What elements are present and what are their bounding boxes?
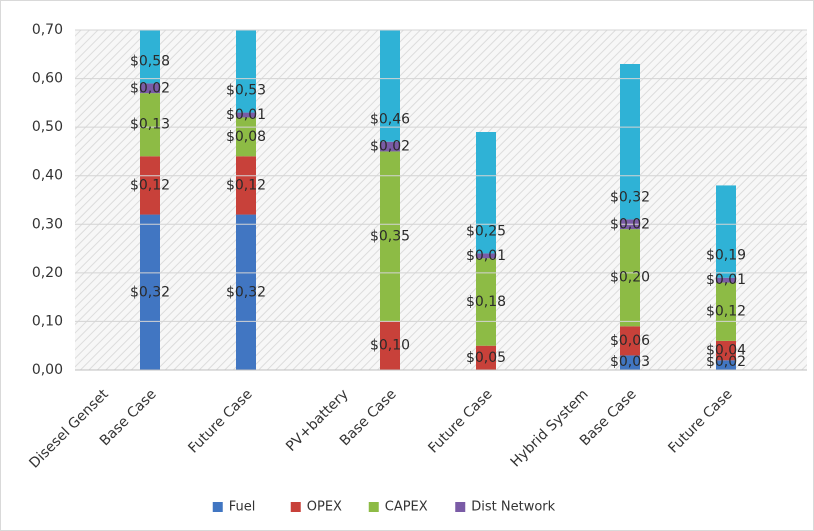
y-tick-label: 0,30 bbox=[32, 216, 63, 232]
y-tick-label: 0,10 bbox=[32, 313, 63, 329]
legend-label: CAPEX bbox=[385, 500, 428, 515]
bar-segment bbox=[380, 151, 400, 322]
bar-segment bbox=[236, 112, 256, 118]
data-label: $0,02 bbox=[610, 216, 650, 232]
data-label: $0,08 bbox=[226, 129, 266, 145]
bar-segment bbox=[476, 345, 496, 370]
data-label: $0,12 bbox=[706, 304, 746, 320]
data-label: $0,32 bbox=[130, 284, 170, 300]
bar-segment bbox=[380, 30, 400, 142]
bar-segment bbox=[140, 214, 160, 370]
legend-swatch bbox=[368, 502, 379, 512]
data-label: $0,20 bbox=[610, 270, 650, 286]
y-tick-label: 0,60 bbox=[32, 71, 63, 87]
data-label: $0,53 bbox=[226, 83, 266, 99]
data-label: $0,04 bbox=[706, 343, 746, 359]
data-label: $0,25 bbox=[466, 223, 506, 239]
bar-segment bbox=[620, 229, 640, 327]
y-tick-label: 0,20 bbox=[32, 265, 63, 281]
data-label: $0,35 bbox=[370, 228, 410, 244]
legend-swatch bbox=[455, 502, 466, 512]
plot-area bbox=[75, 30, 807, 370]
data-label: $0,01 bbox=[226, 107, 266, 123]
bar-segment bbox=[620, 326, 640, 356]
data-label: $0,32 bbox=[226, 284, 266, 300]
legend-label: OPEX bbox=[307, 500, 342, 515]
data-label: $0,02 bbox=[370, 139, 410, 155]
data-label: $0,58 bbox=[130, 53, 170, 69]
data-label: $0,01 bbox=[466, 248, 506, 264]
bar-segment bbox=[716, 282, 736, 341]
bar-segment bbox=[236, 30, 256, 113]
bar-segment bbox=[716, 185, 736, 278]
bar-segment bbox=[236, 214, 256, 370]
bar-segment bbox=[140, 156, 160, 215]
data-label: $0,46 bbox=[370, 112, 410, 128]
bar-segment bbox=[620, 355, 640, 370]
bar-segment bbox=[716, 277, 736, 283]
data-label: $0,12 bbox=[226, 177, 266, 193]
data-label: $0,02 bbox=[706, 354, 746, 370]
bar-segment bbox=[716, 360, 736, 370]
bar-segment bbox=[140, 30, 160, 84]
bar-segment bbox=[476, 253, 496, 259]
legend-swatch bbox=[212, 502, 223, 512]
bar-segment bbox=[476, 132, 496, 254]
data-label: $0,18 bbox=[466, 294, 506, 310]
legend-swatch bbox=[290, 502, 301, 512]
data-label: $0,01 bbox=[706, 272, 746, 288]
y-tick-label: 0,70 bbox=[32, 22, 63, 38]
bar-segment bbox=[476, 258, 496, 346]
bar-segment bbox=[380, 321, 400, 370]
bar-segment bbox=[620, 64, 640, 220]
bar-segment bbox=[380, 141, 400, 152]
data-label: $0,12 bbox=[130, 177, 170, 193]
data-label: $0,06 bbox=[610, 333, 650, 349]
bar-segment bbox=[716, 340, 736, 361]
data-label: $0,32 bbox=[610, 189, 650, 205]
data-label: $0,13 bbox=[130, 117, 170, 133]
legend-label: Fuel bbox=[229, 500, 256, 515]
data-label: $0,10 bbox=[370, 338, 410, 354]
y-tick-label: 0,00 bbox=[32, 362, 63, 378]
data-label: $0,19 bbox=[706, 248, 746, 264]
bar-segment bbox=[140, 83, 160, 94]
legend-label: Dist Network bbox=[471, 500, 555, 515]
bar-segment bbox=[236, 156, 256, 215]
data-label: $0,02 bbox=[130, 80, 170, 96]
y-tick-label: 0,40 bbox=[32, 168, 63, 184]
data-label: $0,05 bbox=[466, 350, 506, 366]
y-tick-label: 0,50 bbox=[32, 119, 63, 135]
bar-segment bbox=[140, 93, 160, 157]
data-label: $0,03 bbox=[610, 354, 650, 370]
